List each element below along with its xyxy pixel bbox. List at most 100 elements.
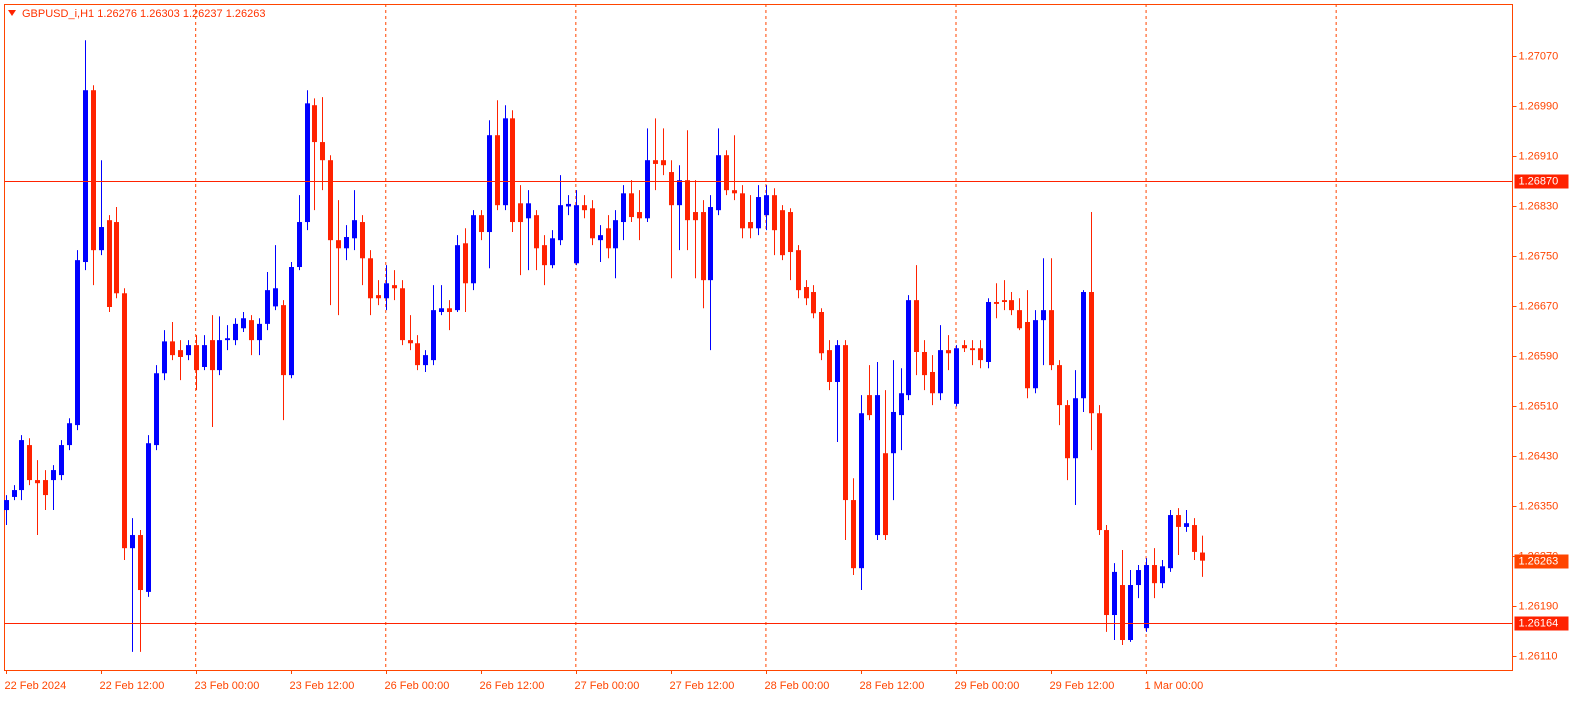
level-label-box <box>1514 174 1569 189</box>
level-label: 1.26870 <box>1519 175 1559 187</box>
candle-body <box>669 172 674 206</box>
candle-body <box>1176 515 1181 527</box>
candle-body <box>1081 292 1086 399</box>
x-tick-label: 26 Feb 00:00 <box>385 680 450 692</box>
candle-body <box>352 220 357 239</box>
x-tick-label: 27 Feb 12:00 <box>670 680 735 692</box>
candle-body <box>107 220 112 308</box>
x-tick-label: 26 Feb 12:00 <box>480 680 545 692</box>
candle-body <box>1065 405 1070 459</box>
candle-body <box>843 345 848 501</box>
candle-body <box>225 338 230 341</box>
candle-body <box>518 203 523 223</box>
y-tick-label: 1.26830 <box>1519 200 1559 212</box>
x-tick-label: 28 Feb 00:00 <box>765 680 830 692</box>
y-tick-label: 1.26110 <box>1519 650 1558 662</box>
candle-body <box>748 222 753 229</box>
candle-body <box>233 323 238 341</box>
candle-body <box>1057 365 1062 406</box>
candle-body <box>305 103 310 223</box>
candle-body <box>637 212 642 219</box>
candle-body <box>114 222 119 294</box>
candle-body <box>772 195 777 231</box>
candle-body <box>645 160 650 219</box>
candle-body <box>194 345 199 371</box>
candle-body <box>566 203 571 207</box>
candle-body <box>756 197 761 229</box>
candle-body <box>629 193 634 218</box>
candle-body <box>677 180 682 206</box>
candle-body <box>613 220 618 249</box>
candle-body <box>732 190 737 194</box>
candle-body <box>764 195 769 216</box>
chart-header: GBPUSD_i,H1 1.26276 1.26303 1.26237 1.26… <box>22 8 265 20</box>
y-tick-label: 1.26190 <box>1519 600 1559 612</box>
candle-body <box>685 180 690 221</box>
candle-body <box>574 205 579 264</box>
candle-body <box>75 260 80 426</box>
candle-body <box>320 142 325 161</box>
candle-body <box>178 350 183 357</box>
x-tick-label: 23 Feb 12:00 <box>290 680 355 692</box>
header-high: 1.26303 <box>140 8 180 20</box>
candle-body <box>455 245 460 311</box>
candle-body <box>368 258 373 299</box>
candle-body <box>598 235 603 241</box>
candle-body <box>1033 320 1038 389</box>
candle-body <box>336 240 341 249</box>
candle-body <box>415 343 420 366</box>
candle-body <box>1104 530 1109 616</box>
candle-body <box>780 210 785 256</box>
candle-body <box>1041 310 1046 321</box>
candle-body <box>19 440 24 491</box>
candle-body <box>804 287 809 299</box>
candle-body <box>740 193 745 229</box>
candle-body <box>693 212 698 221</box>
candle-body <box>83 90 88 263</box>
y-tick-label: 1.26430 <box>1519 450 1559 462</box>
y-tick-label: 1.27070 <box>1519 50 1559 62</box>
candle-body <box>899 393 904 416</box>
y-tick-label: 1.26510 <box>1519 400 1559 412</box>
y-tick-label: 1.26750 <box>1519 250 1559 262</box>
candle-body <box>400 288 405 341</box>
candle-body <box>1200 552 1205 561</box>
candle-body <box>27 445 32 481</box>
candle-body <box>273 288 278 307</box>
candle-body <box>4 500 9 511</box>
x-tick-label: 22 Feb 12:00 <box>100 680 165 692</box>
x-tick-label: 28 Feb 12:00 <box>860 680 925 692</box>
candle-body <box>384 283 389 299</box>
price-label: 1.26263 <box>1519 555 1559 567</box>
candle-body <box>1112 571 1117 616</box>
candle-body <box>653 160 658 164</box>
candle-body <box>154 373 159 446</box>
header-low: 1.26237 <box>183 8 223 20</box>
candle-body <box>210 340 215 371</box>
candle-body <box>423 355 428 366</box>
candle-body <box>408 340 413 344</box>
candle-body <box>1002 300 1007 303</box>
plot-frame <box>4 4 1513 671</box>
candle-body <box>994 302 999 304</box>
candle-body <box>1009 300 1014 311</box>
candle-body <box>835 345 840 382</box>
candle-body <box>439 308 444 313</box>
candle-body <box>811 292 816 314</box>
candle-body <box>1025 322 1030 389</box>
candle-body <box>534 215 539 249</box>
y-tick-label: 1.26990 <box>1519 100 1559 112</box>
candle-body <box>376 295 381 299</box>
candle-body <box>661 160 666 166</box>
candle-body <box>471 215 476 284</box>
candle-body <box>241 318 246 329</box>
candle-body <box>162 341 167 374</box>
candle-body <box>1152 565 1157 584</box>
y-tick-label: 1.26670 <box>1519 300 1559 312</box>
x-tick-label: 22 Feb 2024 <box>5 680 67 692</box>
header-open: 1.26276 <box>97 8 137 20</box>
candle-body <box>582 205 587 211</box>
candle-body <box>202 345 207 367</box>
